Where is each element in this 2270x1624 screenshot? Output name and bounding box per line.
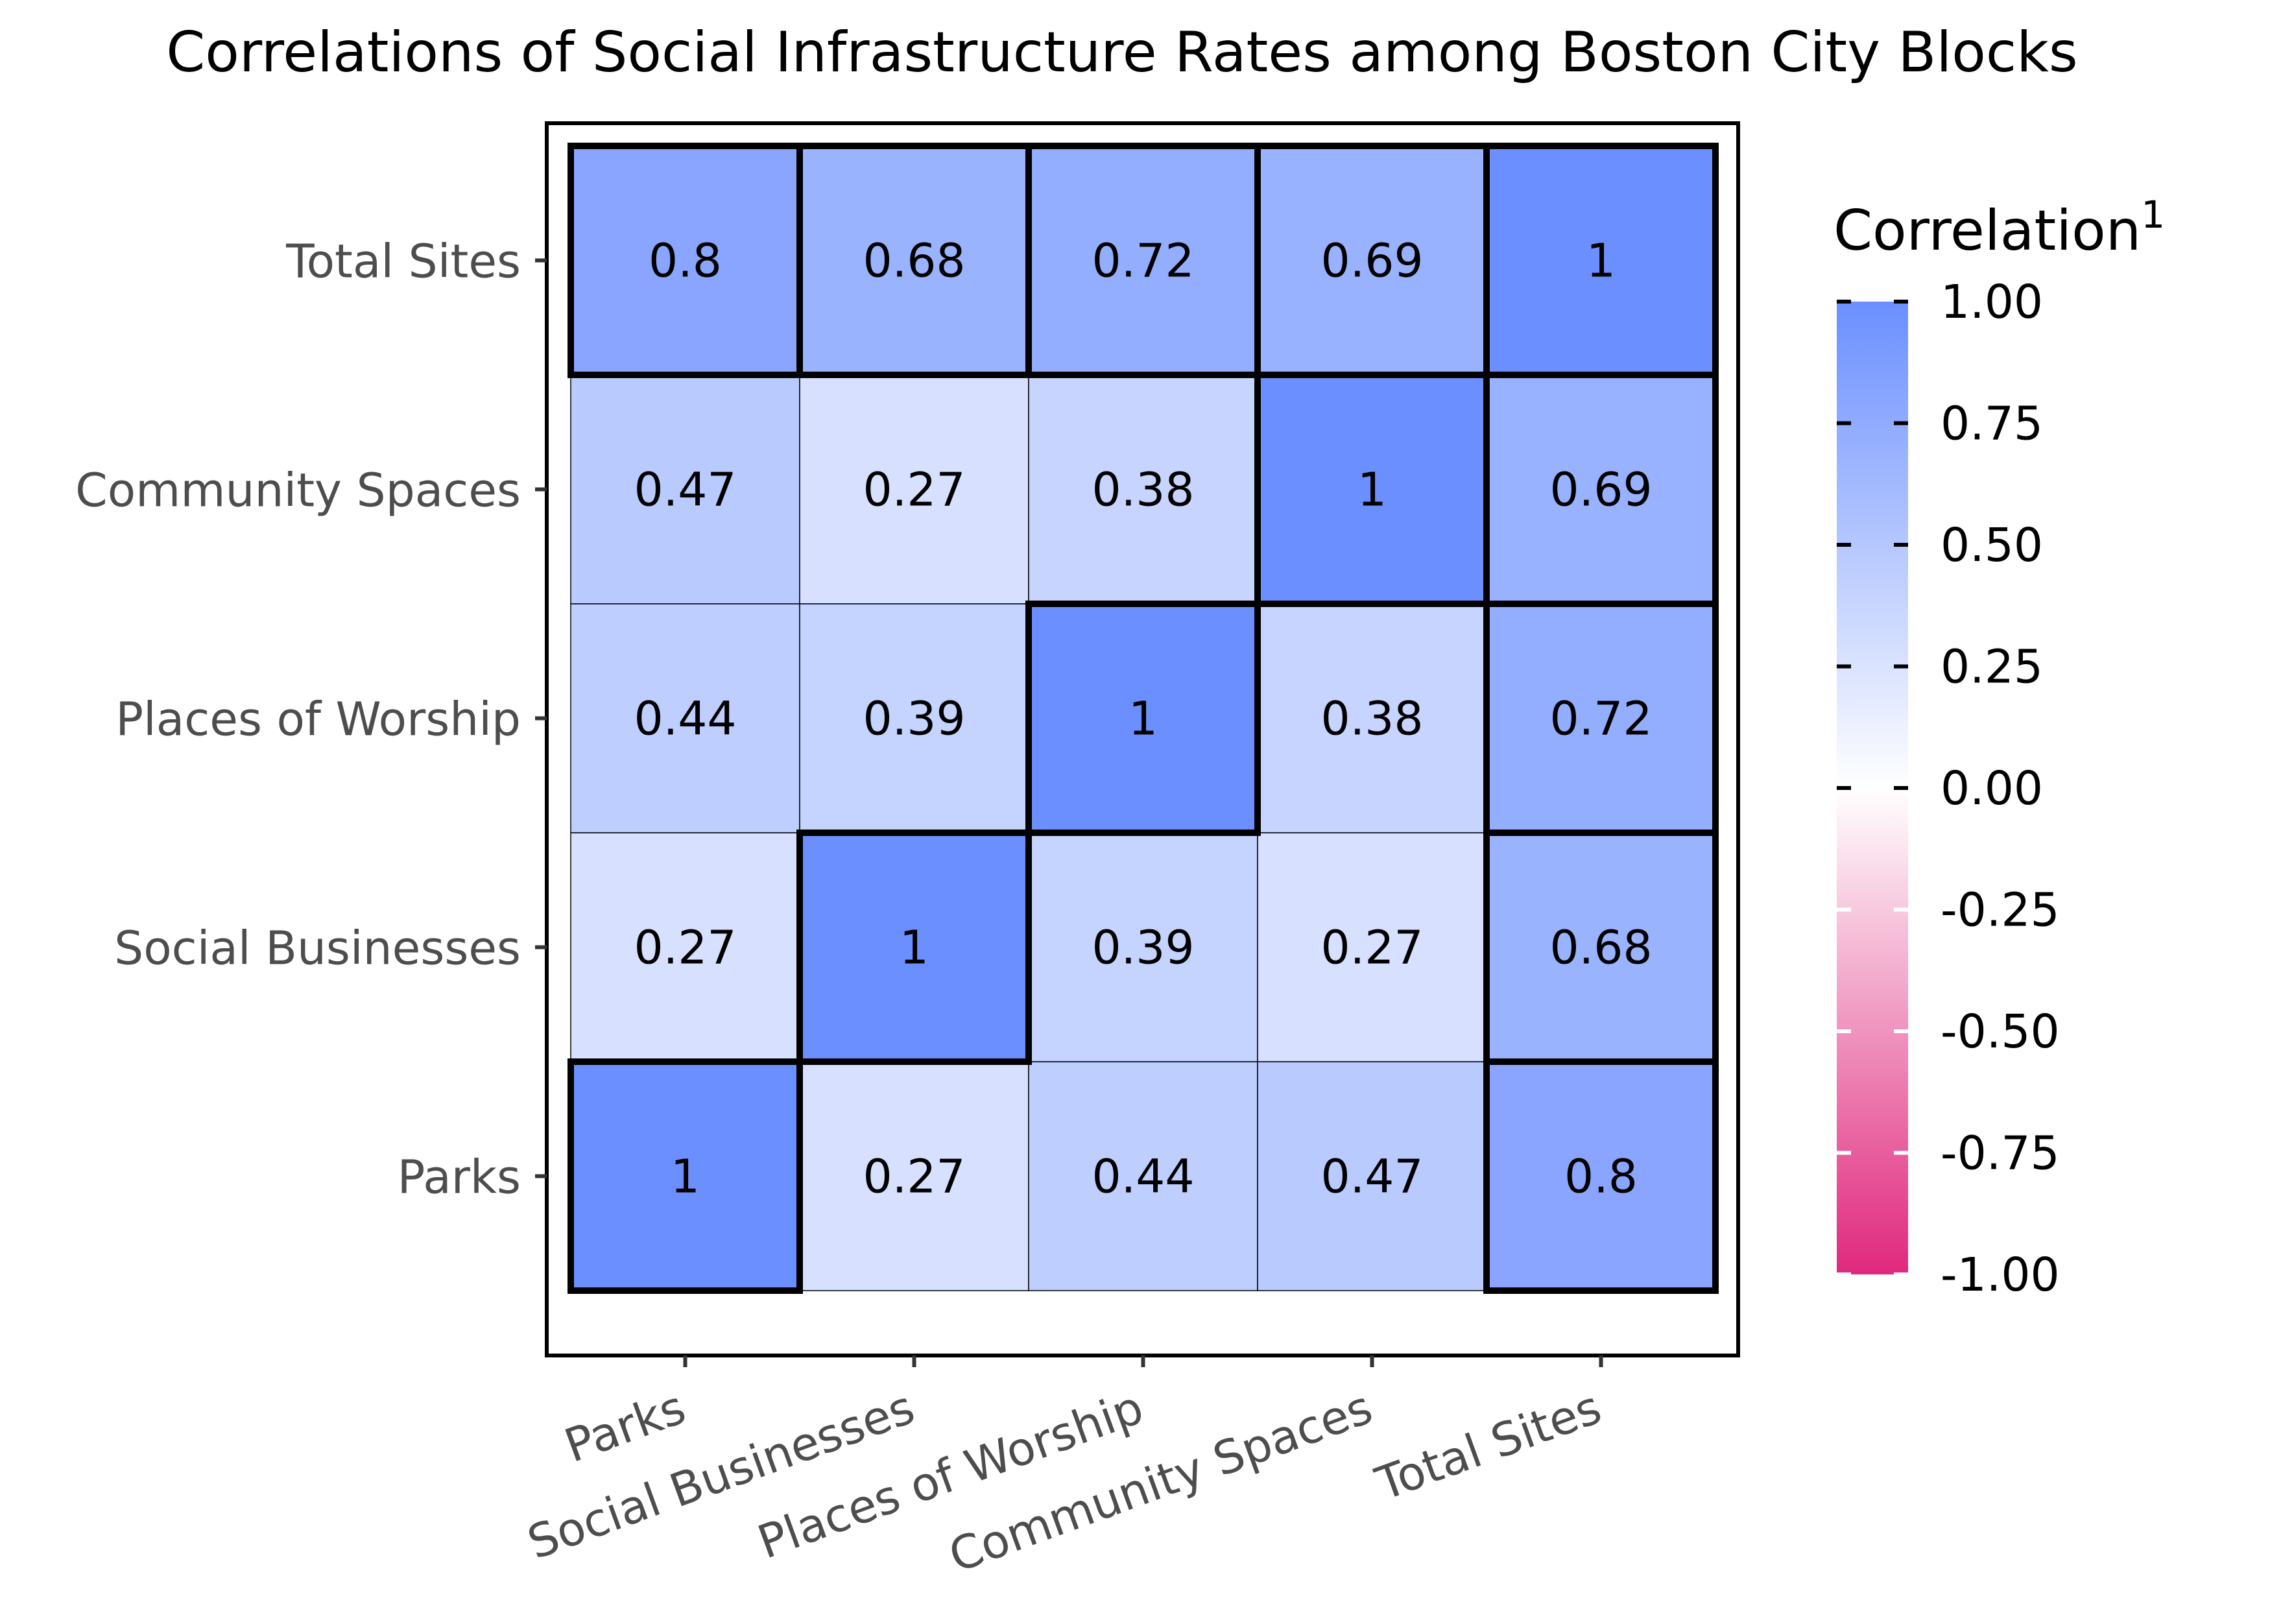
cell-value-label: 0.68 [863, 234, 965, 288]
legend-title-superscript: 1 [2141, 193, 2165, 237]
cell-value-label: 0.44 [634, 692, 736, 746]
heatmap-cell-community-spaces-parks [1257, 1061, 1487, 1291]
cell-value-label: 0.38 [1092, 463, 1194, 517]
heatmap-cell-social-businesses-community-spaces [799, 374, 1029, 604]
legend-tick-label: 0.75 [1941, 397, 2043, 451]
y-axis-label-places-of-worship: Places of Worship [115, 693, 521, 746]
heatmap-cell-social-businesses-parks [799, 1061, 1029, 1291]
cell-value-label: 0.39 [863, 692, 965, 746]
legend-tick-label: 1.00 [1941, 275, 2043, 329]
heatmap-cell-social-businesses-places-of-worship [799, 603, 1029, 833]
cell-value-label: 0.27 [1320, 921, 1423, 975]
cell-outline-parks-parks [568, 1058, 803, 1294]
cell-value-label: 0.68 [1549, 921, 1652, 975]
heatmap-cell-total-sites-social-businesses [1486, 832, 1716, 1062]
x-axis-label-total-sites: Total Sites [1368, 1380, 1608, 1511]
cell-value-label: 0.72 [1092, 234, 1194, 288]
heatmap-cell-total-sites-community-spaces [1486, 374, 1716, 604]
chart-title: Correlations of Social Infrastructure Ra… [166, 20, 2077, 85]
cell-value-label: 0.47 [634, 463, 736, 517]
heatmap-cell-parks-community-spaces [570, 374, 800, 604]
cell-value-label: 0.38 [1320, 692, 1423, 746]
heatmap-cell-parks-total-sites [570, 145, 800, 376]
legend-tick-label: 0.25 [1941, 640, 2043, 694]
legend-tick-label: -1.00 [1941, 1248, 2060, 1302]
heatmap-cell-parks-social-businesses [570, 832, 800, 1062]
heatmap-cell-community-spaces-community-spaces [1257, 374, 1487, 604]
y-axis-label-total-sites: Total Sites [285, 235, 521, 289]
legend: Correlation1 1.00 0.75 0.50 0.25 0.00 -0.25 -0.… [1834, 193, 2165, 1302]
cell-value-label: 0.27 [863, 1150, 965, 1204]
legend-tick-label: -0.25 [1941, 883, 2060, 937]
legend-tick-label: 0.00 [1941, 761, 2043, 815]
cell-value-label: 0.69 [1549, 463, 1652, 517]
x-axis-label-parks: Parks [558, 1380, 692, 1473]
y-axis-label-social-businesses: Social Businesses [114, 922, 521, 975]
heatmap-cell-parks-parks [570, 1061, 800, 1291]
cell-value-label: 0.27 [863, 463, 965, 517]
heatmap-cell-places-of-worship-community-spaces [1028, 374, 1258, 604]
cell-value-label: 0.69 [1320, 234, 1423, 288]
legend-title: Correlation1 [1834, 193, 2165, 263]
cell-outline-social-businesses-social-businesses [796, 830, 1032, 1065]
cell-value-label: 0.44 [1092, 1150, 1194, 1204]
heatmap-cell-total-sites-total-sites [1486, 145, 1716, 376]
cell-outline-places-of-worship-places-of-worship [1025, 601, 1261, 836]
cell-outline-total-sites-total-sites [1483, 143, 1719, 378]
cell-value-label: 0.8 [1564, 1150, 1638, 1204]
plot-area: 1 0.27 0.44 0.47 0.8 0.27 1 0.39 0.27 0.68 0.44 0.3… [75, 121, 1740, 1583]
cell-value-label: 0.8 [649, 234, 722, 288]
cell-value-label: 0.27 [634, 921, 736, 975]
cell-value-label: 1 [1129, 692, 1158, 746]
cell-value-label: 1 [1357, 463, 1387, 517]
heatmap-cell-places-of-worship-places-of-worship [1028, 603, 1258, 833]
x-axis-label-social-businesses: Social Businesses [521, 1380, 921, 1570]
legend-title-text: Correlation [1834, 198, 2141, 263]
heatmap-cell-community-spaces-social-businesses [1257, 832, 1487, 1062]
heatmap-cell-total-sites-parks [1486, 1061, 1716, 1291]
y-axis-label-community-spaces: Community Spaces [75, 464, 521, 518]
heatmap-cell-places-of-worship-social-businesses [1028, 832, 1258, 1062]
legend-tick-label: -0.50 [1941, 1005, 2060, 1058]
heatmap-cell-total-sites-places-of-worship [1486, 603, 1716, 833]
cell-value-label: 1 [1586, 234, 1616, 288]
legend-tick-label: -0.75 [1941, 1127, 2060, 1180]
cell-value-label: 1 [671, 1150, 700, 1204]
heatmap-cell-social-businesses-social-businesses [799, 832, 1029, 1062]
cell-value-label: 0.72 [1549, 692, 1652, 746]
y-axis-label-parks: Parks [398, 1151, 521, 1204]
cell-value-label: 1 [900, 921, 929, 975]
cell-value-label: 0.39 [1092, 921, 1194, 975]
legend-tick-label: 0.50 [1941, 518, 2043, 572]
cell-value-label: 0.47 [1320, 1150, 1423, 1204]
heatmap-cell-places-of-worship-total-sites [1028, 145, 1258, 376]
